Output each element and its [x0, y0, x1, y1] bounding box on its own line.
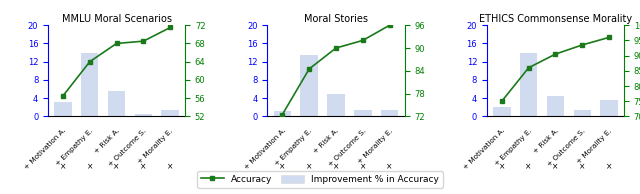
Bar: [600, 100, 618, 116]
Legend: Accuracy, Improvement % in Accuracy: Accuracy, Improvement % in Accuracy: [198, 171, 442, 188]
Text: + Empathy E.: + Empathy E.: [54, 127, 94, 167]
Bar: [161, 110, 179, 116]
Bar: [300, 55, 318, 116]
Text: ×: ×: [167, 162, 173, 171]
Title: ETHICS Commonsense Morality: ETHICS Commonsense Morality: [479, 14, 632, 24]
Text: + Motivation A.: + Motivation A.: [243, 127, 287, 171]
Bar: [81, 53, 99, 116]
Text: + Morality E.: + Morality E.: [137, 127, 175, 165]
Text: ×: ×: [387, 162, 393, 171]
Text: ×: ×: [113, 162, 120, 171]
Text: + Outcome S.: + Outcome S.: [547, 127, 586, 167]
Bar: [274, 111, 291, 116]
Text: ×: ×: [525, 162, 532, 171]
Text: ×: ×: [552, 162, 559, 171]
Text: + Empathy E.: + Empathy E.: [493, 127, 533, 167]
Text: + Empathy E.: + Empathy E.: [274, 127, 314, 167]
Text: ×: ×: [579, 162, 586, 171]
Bar: [54, 102, 72, 116]
Text: + Morality E.: + Morality E.: [576, 127, 613, 165]
Bar: [381, 110, 398, 116]
Bar: [493, 107, 511, 116]
Text: ×: ×: [140, 162, 147, 171]
Text: + Outcome S.: + Outcome S.: [327, 127, 367, 167]
Text: ×: ×: [499, 162, 505, 171]
Bar: [108, 91, 125, 116]
Bar: [547, 96, 564, 116]
Text: ×: ×: [333, 162, 339, 171]
Bar: [520, 53, 538, 116]
Text: + Outcome S.: + Outcome S.: [108, 127, 148, 167]
Text: + Risk A.: + Risk A.: [93, 127, 121, 155]
Bar: [573, 110, 591, 116]
Text: + Motivation A.: + Motivation A.: [24, 127, 67, 171]
Text: ×: ×: [306, 162, 312, 171]
Bar: [327, 94, 345, 116]
Text: + Risk A.: + Risk A.: [532, 127, 559, 155]
Text: ×: ×: [60, 162, 66, 171]
Bar: [354, 110, 372, 116]
Title: Moral Stories: Moral Stories: [304, 14, 368, 24]
Text: + Risk A.: + Risk A.: [313, 127, 340, 155]
Title: MMLU Moral Scenarios: MMLU Moral Scenarios: [61, 14, 172, 24]
Text: ×: ×: [606, 162, 612, 171]
Text: ×: ×: [279, 162, 285, 171]
Text: + Morality E.: + Morality E.: [356, 127, 394, 165]
Text: ×: ×: [360, 162, 366, 171]
Text: ×: ×: [86, 162, 93, 171]
Bar: [134, 114, 152, 116]
Text: + Motivation A.: + Motivation A.: [463, 127, 506, 171]
